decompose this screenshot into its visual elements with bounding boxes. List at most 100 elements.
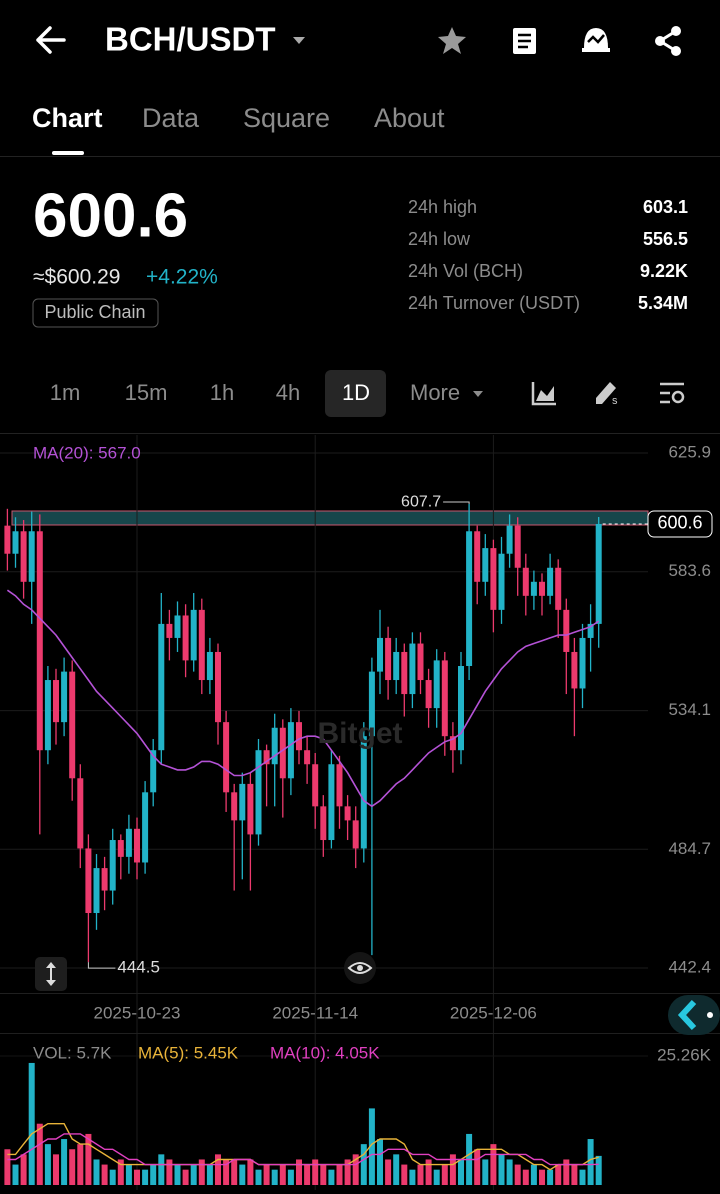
volume-bar	[85, 1133, 92, 1185]
volume-bar	[360, 1144, 367, 1185]
volume-bar	[28, 1062, 35, 1185]
candle-body	[158, 623, 165, 751]
volume-bar	[320, 1164, 327, 1185]
stat-value: 5.34M	[638, 293, 688, 313]
candle-body	[417, 643, 424, 681]
candle-body	[530, 581, 537, 596]
interval[interactable]: 15m	[125, 380, 168, 405]
volume-bar	[506, 1159, 513, 1185]
volume-bar	[44, 1144, 51, 1185]
candle-body	[263, 750, 270, 765]
tab[interactable]: About	[374, 103, 445, 133]
candle-body	[296, 722, 302, 751]
chart-type-icon[interactable]	[531, 382, 556, 406]
collapse-widget[interactable]	[668, 995, 720, 1035]
pair-dropdown[interactable]	[293, 37, 305, 44]
candle-body	[336, 764, 343, 807]
volume-bar	[125, 1164, 132, 1185]
volume-bar	[571, 1164, 578, 1185]
volume-bar	[368, 1108, 375, 1185]
volume-bar	[215, 1154, 221, 1185]
volume-bar	[69, 1149, 76, 1185]
volume-bar	[77, 1144, 84, 1185]
interval[interactable]: 1m	[50, 380, 81, 405]
x-tick-label: 2025-10-23	[94, 1003, 181, 1022]
volume-bar	[579, 1169, 586, 1185]
scale-button[interactable]	[46, 962, 56, 986]
tab[interactable]: Square	[243, 103, 330, 133]
candle-body	[441, 660, 448, 737]
tab[interactable]: Data	[142, 103, 200, 133]
interval[interactable]: 1h	[210, 380, 234, 405]
candle-body	[514, 525, 521, 568]
notes-icon[interactable]	[513, 28, 536, 54]
volume-bar	[482, 1159, 489, 1185]
candle-body	[12, 531, 19, 554]
candle-body	[458, 666, 464, 751]
volume-tick-label: 25.26K	[657, 1045, 712, 1064]
volume-ma-line	[7, 1133, 599, 1166]
volume-bar	[263, 1164, 270, 1185]
favorite-icon[interactable]	[438, 27, 466, 54]
volume-bar	[247, 1159, 254, 1185]
settings-icon[interactable]	[660, 382, 685, 404]
volume-bar	[190, 1164, 197, 1185]
candle-body	[28, 531, 35, 582]
candle-body	[239, 783, 246, 821]
candle-body	[555, 567, 562, 610]
y-tick-label: 534.1	[668, 700, 711, 719]
candle-body	[93, 868, 100, 914]
high-label: 607.7	[401, 493, 441, 510]
volume-bar	[206, 1164, 213, 1185]
interval-more[interactable]: More	[410, 380, 460, 405]
candle-body	[279, 727, 286, 779]
draw-icon[interactable]: s	[596, 382, 618, 407]
volume-bar	[490, 1144, 497, 1185]
candle-body	[490, 548, 497, 610]
volume-bar	[271, 1169, 278, 1185]
x-tick-label: 2025-12-06	[450, 1003, 537, 1022]
candle-body	[247, 783, 254, 835]
interval-selected-bg	[325, 370, 386, 417]
interval[interactable]: 1D	[342, 380, 370, 405]
candle-body	[174, 615, 181, 638]
last-price-tag	[647, 510, 713, 538]
candle-body	[53, 680, 59, 723]
tag: Public Chain	[44, 302, 145, 322]
volume-bar	[514, 1164, 521, 1185]
volume-bar	[547, 1169, 554, 1185]
tag-box	[32, 298, 159, 328]
volume-bar	[4, 1149, 11, 1185]
divider	[0, 156, 720, 157]
volume-bar	[433, 1169, 440, 1185]
candle-body	[328, 764, 335, 841]
pair-title[interactable]: BCH/USDT	[105, 21, 276, 58]
tab[interactable]: Chart	[32, 103, 103, 133]
share-icon[interactable]	[655, 26, 681, 56]
volume-bar	[93, 1159, 100, 1185]
back-button[interactable]	[36, 26, 66, 54]
volume-bar	[61, 1139, 68, 1185]
volume-bar	[12, 1164, 19, 1185]
stat-value: 556.5	[643, 229, 688, 249]
volume-bar	[36, 1123, 43, 1185]
volume-bar	[539, 1169, 545, 1185]
stat-label: 24h Vol (BCH)	[408, 261, 523, 281]
stat-value: 603.1	[643, 197, 688, 217]
divider	[0, 1033, 720, 1034]
candle-body	[571, 651, 578, 689]
volume-bar	[174, 1164, 181, 1185]
more-dropdown[interactable]	[473, 391, 483, 397]
volume-bar	[134, 1169, 140, 1185]
interval[interactable]: 4h	[276, 380, 300, 405]
volume-bar	[296, 1159, 302, 1185]
usd-price: ≈$600.29	[33, 266, 120, 289]
volume-bar	[498, 1154, 505, 1185]
alert-icon[interactable]	[582, 28, 610, 52]
low-pointer	[87, 962, 116, 969]
ma-legend: MA(20): 567.0	[33, 443, 141, 462]
candle-body	[312, 764, 319, 807]
volume-bar	[158, 1154, 165, 1185]
stat-value: 9.22K	[640, 261, 688, 281]
eye-button[interactable]	[347, 962, 373, 974]
